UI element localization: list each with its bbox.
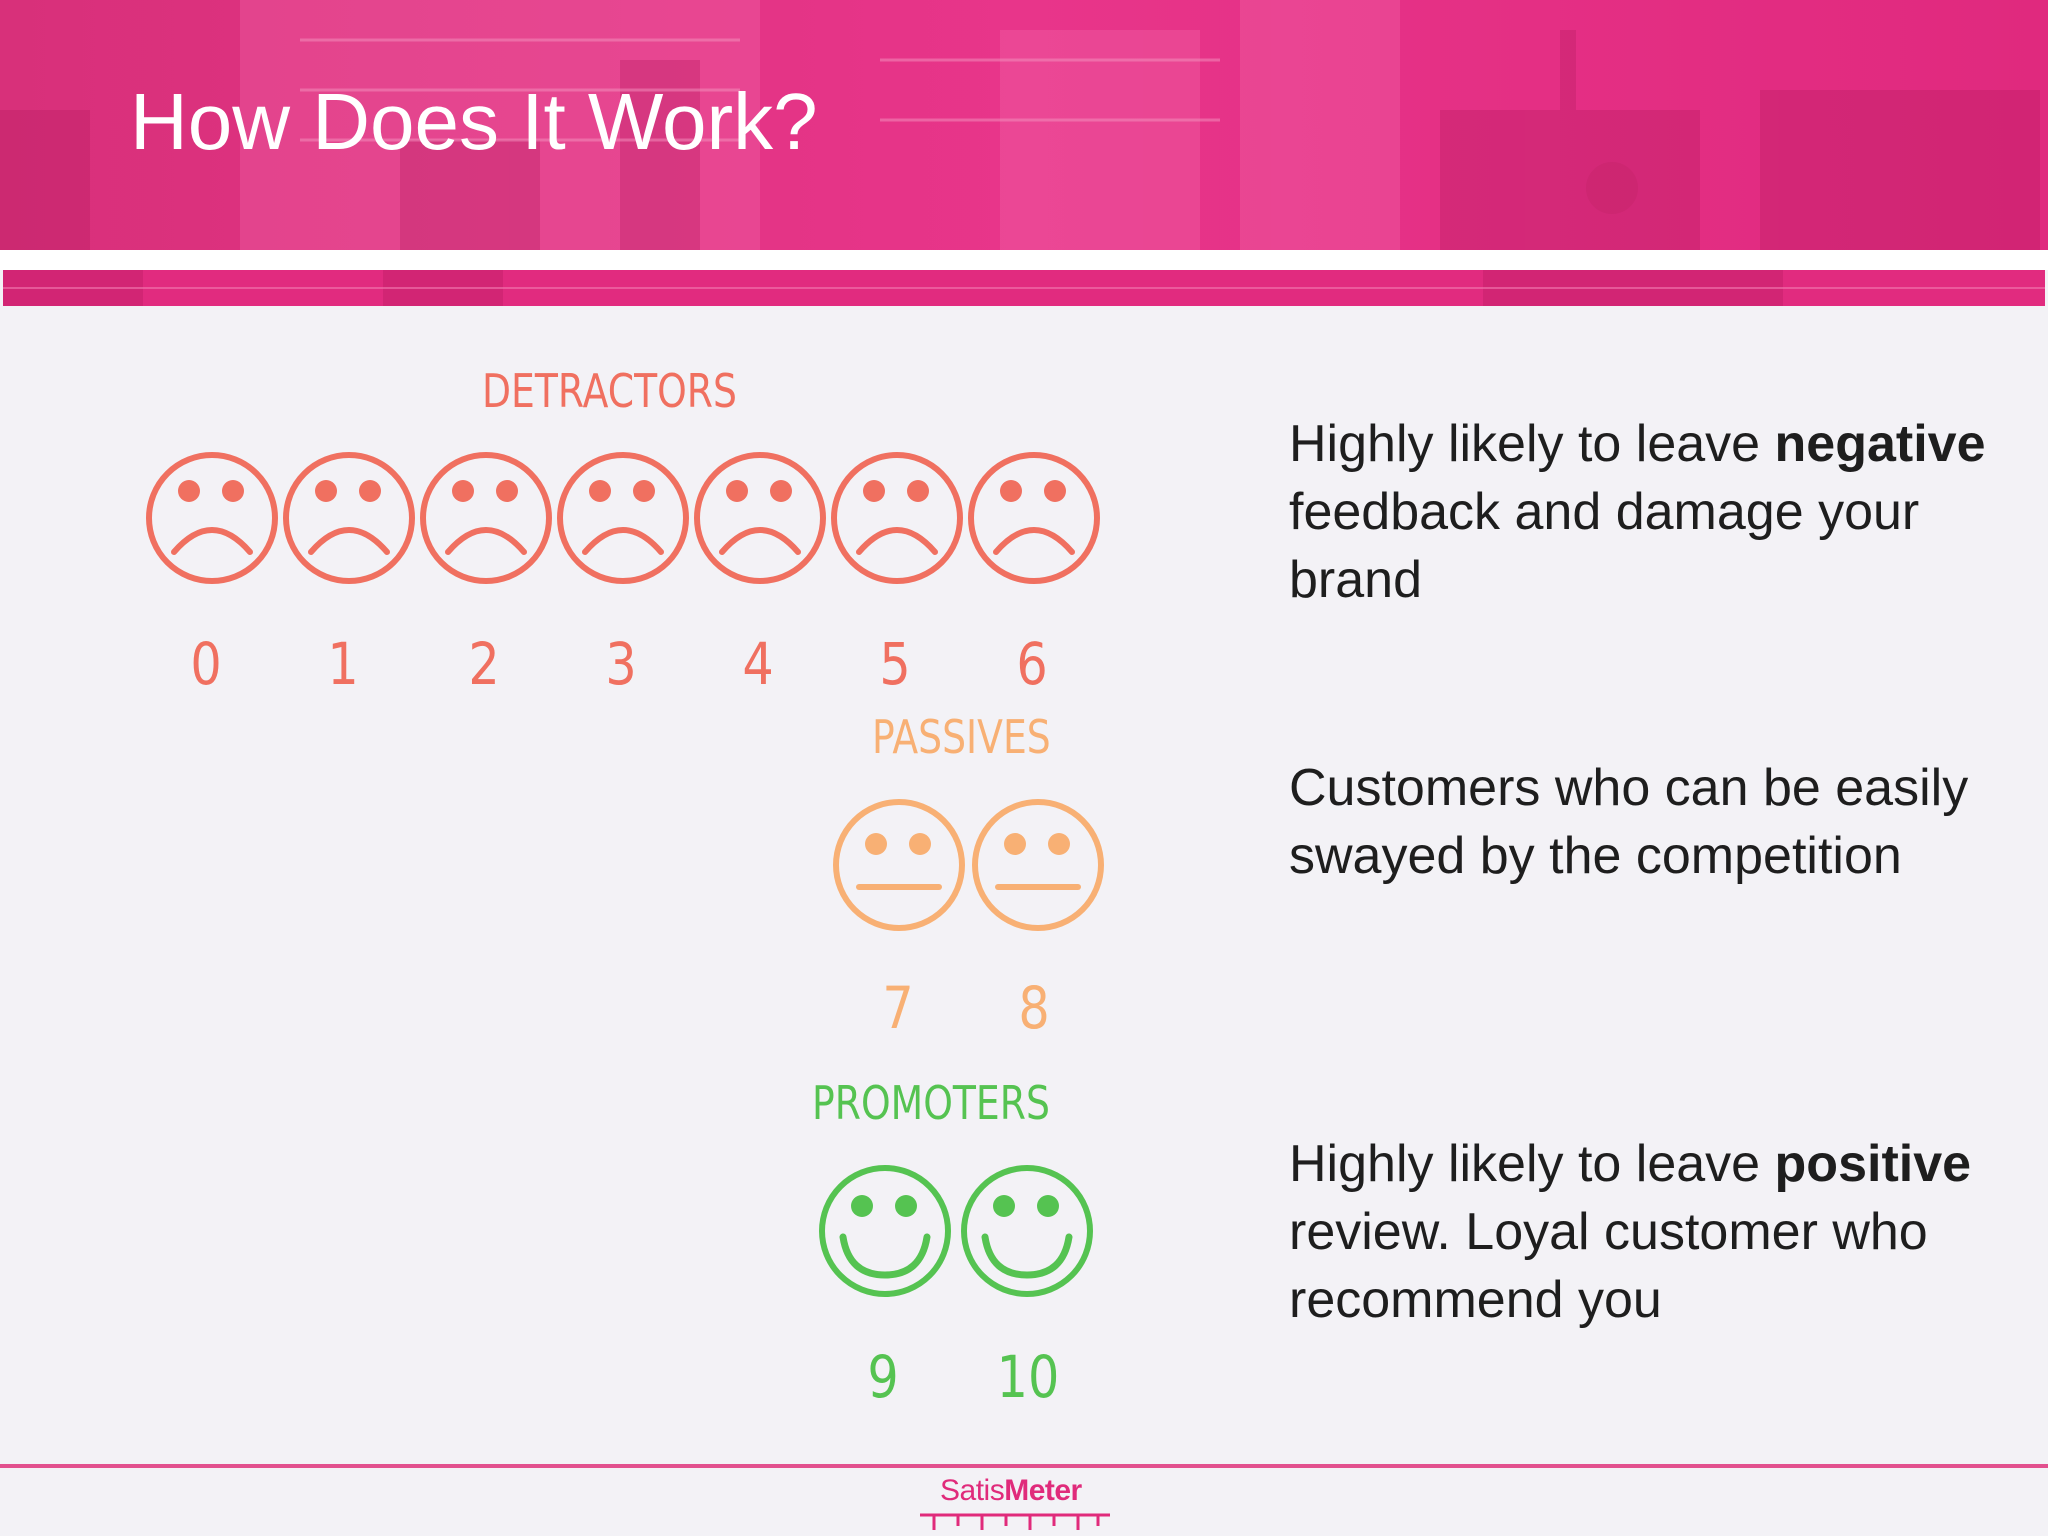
- street-photo-background: [0, 0, 2048, 250]
- score-7: 7: [882, 974, 914, 1042]
- score-2: 2: [468, 630, 500, 698]
- header-stripe: [3, 270, 2045, 306]
- score-6: 6: [1016, 630, 1048, 698]
- sad-face-icon: [420, 452, 552, 584]
- score-1: 1: [327, 630, 359, 698]
- sad-face-icon: [283, 452, 415, 584]
- neutral-face-icon: [972, 799, 1104, 931]
- sad-face-icon: [146, 452, 278, 584]
- promoters-label: PROMOTERS: [812, 1076, 1050, 1130]
- sad-face-icon: [557, 452, 689, 584]
- score-3: 3: [605, 630, 637, 698]
- happy-face-icon: [819, 1165, 951, 1297]
- score-4: 4: [742, 630, 774, 698]
- detractors-label: DETRACTORS: [482, 364, 737, 418]
- satismeter-logo: SatisMeter: [918, 1474, 1112, 1534]
- happy-face-icon: [961, 1165, 1093, 1297]
- promoters-description: Highly likely to leave positive review. …: [1289, 1135, 1972, 1329]
- logo-text: SatisMeter: [940, 1474, 1082, 1507]
- header-divider: [0, 250, 2048, 270]
- detractors-description: Highly likely to leave negative feedback…: [1289, 415, 1986, 609]
- score-9: 9: [867, 1343, 899, 1411]
- score-8: 8: [1018, 974, 1050, 1042]
- ruler-icon: [920, 1513, 1110, 1530]
- neutral-face-icon: [833, 799, 965, 931]
- sad-face-icon: [694, 452, 826, 584]
- sad-face-icon: [968, 452, 1100, 584]
- header-banner: How Does It Work?: [0, 0, 2048, 250]
- score-10: 10: [996, 1343, 1060, 1411]
- score-5: 5: [879, 630, 911, 698]
- page-title: How Does It Work?: [130, 77, 818, 166]
- passives-label: PASSIVES: [872, 710, 1051, 764]
- sad-face-icon: [831, 452, 963, 584]
- score-0: 0: [190, 630, 222, 698]
- footer-divider: [0, 1464, 2048, 1468]
- passives-description: Customers who can be easily swayed by th…: [1289, 759, 1969, 885]
